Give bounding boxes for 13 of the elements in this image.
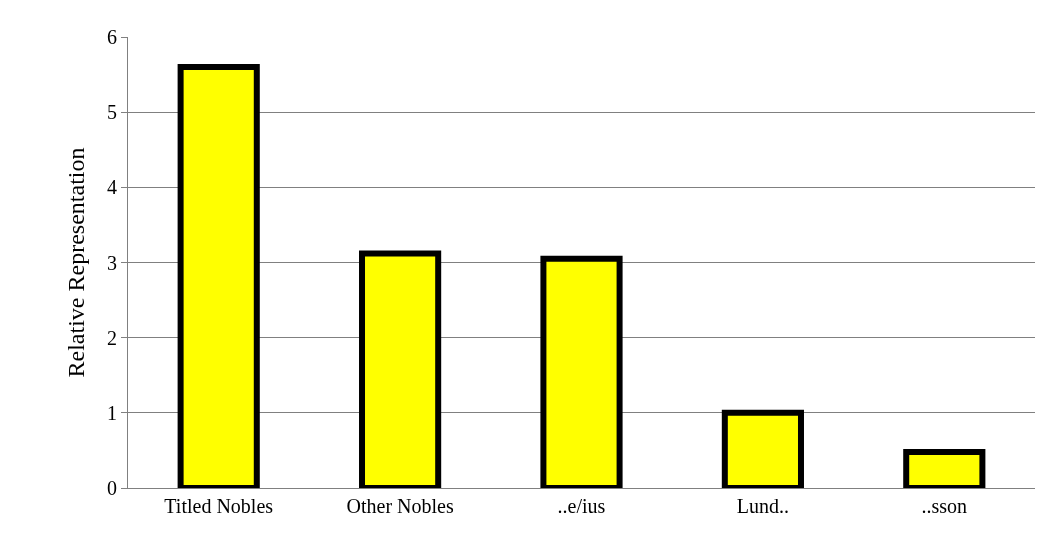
y-axis-title: Relative Representation [63,147,90,378]
y-tick-label: 5 [107,101,117,124]
x-tick-label: Other Nobles [346,495,454,517]
y-tick-label: 4 [107,176,117,199]
y-tick-label: 1 [107,401,117,424]
y-tick-label: 0 [107,477,117,499]
x-tick-label: ..e/ius [557,495,606,517]
y-tick-label: 2 [107,326,117,349]
y-tick-label: 3 [107,251,117,274]
x-tick-label: Titled Nobles [164,495,274,517]
x-tick-label: Lund.. [736,495,790,517]
y-tick-label: 6 [107,26,117,48]
x-tick-label: ..sson [921,495,968,517]
